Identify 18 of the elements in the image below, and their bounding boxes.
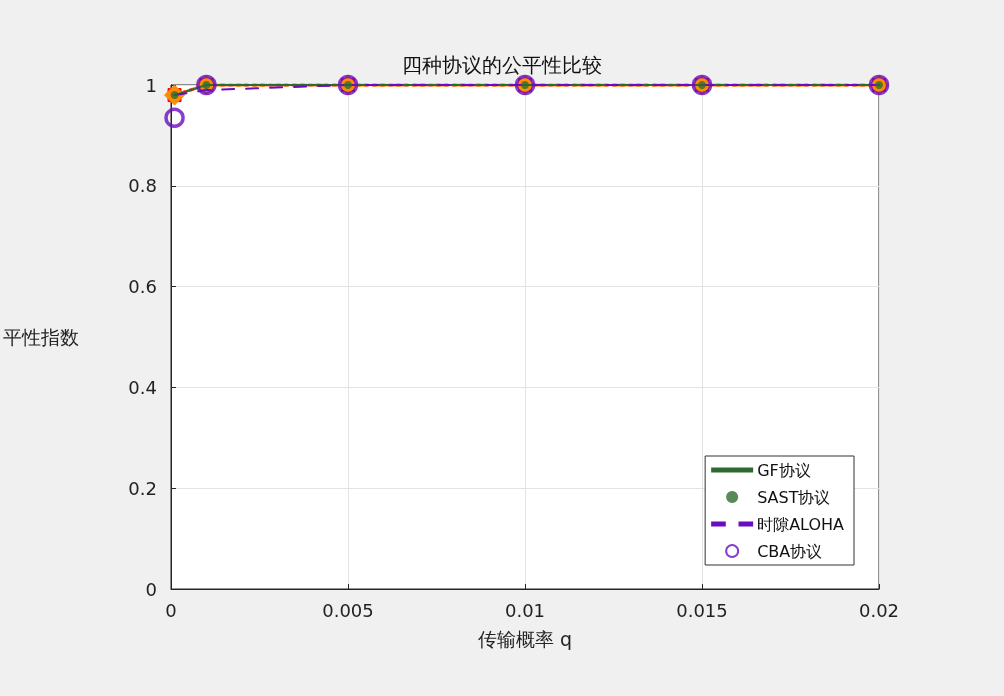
y-tick-label: 0 [145,578,157,600]
y-tick-label: 0.4 [128,376,157,398]
y-tick-label: 0.2 [128,477,157,499]
x-tick-label: 0.02 [858,599,900,621]
x-tick-label: 0.015 [676,599,728,621]
chart-title: 四种协议的公平性比较 [402,53,602,77]
y-tick-label: 0.8 [128,175,157,197]
y-tick-label: 0.6 [128,276,157,298]
legend-label: 时隙ALOHA [757,514,845,534]
legend-label: GF协议 [757,460,811,480]
x-axis-title: 传输概率 q [477,627,573,650]
x-tick-label: 0.005 [322,599,374,621]
y-axis-title: 平性指数 [3,326,79,348]
legend-label: SAST协议 [757,487,831,507]
x-tick-label: 0 [165,599,177,621]
legend-label: CBA协议 [757,541,823,561]
x-tick-label: 0.01 [504,599,546,621]
y-tick-label: 1 [145,74,157,96]
